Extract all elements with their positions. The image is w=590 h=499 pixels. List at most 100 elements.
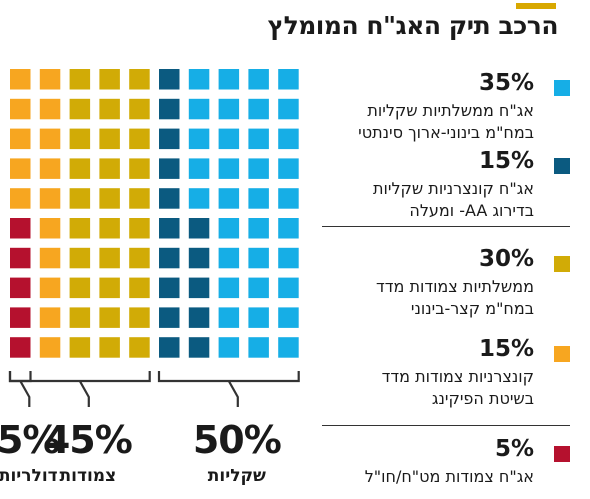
waffle-cell xyxy=(159,158,180,179)
waffle-cell xyxy=(248,188,269,209)
waffle-cell xyxy=(218,218,240,239)
waffle-cell xyxy=(278,247,299,269)
waffle-cell xyxy=(159,247,180,269)
legend-swatch xyxy=(554,158,570,174)
waffle-cell xyxy=(99,98,120,120)
waffle-cell xyxy=(129,307,150,328)
waffle-cell xyxy=(99,247,120,269)
waffle-cell xyxy=(218,307,240,328)
waffle-cell xyxy=(10,188,31,209)
waffle-cell xyxy=(39,98,61,120)
legend-swatch xyxy=(554,80,570,96)
waffle-cell xyxy=(218,128,240,150)
waffle-cell xyxy=(99,128,120,150)
waffle-cell xyxy=(69,188,91,209)
waffle-cell xyxy=(278,337,299,358)
waffle-cell xyxy=(248,158,269,179)
waffle-cell xyxy=(39,218,61,239)
legend-description: אג"ח קונצרניות שקליות בדירוג AA- ומעלה xyxy=(373,178,534,222)
waffle-cell xyxy=(159,98,180,120)
waffle-cell xyxy=(99,158,120,179)
waffle-cell xyxy=(39,277,61,299)
waffle-cell xyxy=(10,128,31,150)
waffle-cell xyxy=(69,218,91,239)
legend-percent: 35% xyxy=(478,70,534,96)
legend-percent: 15% xyxy=(478,148,534,174)
legend-description-line: אג"ח ממשלתיות שקליות xyxy=(367,101,534,120)
waffle-cell xyxy=(188,128,210,150)
legend-description: אג"ח צמודות מט"ח/חו"ל xyxy=(365,466,534,488)
waffle-cell xyxy=(99,337,120,358)
legend-description-line: ממשלתיות צמודות מדד xyxy=(376,277,534,296)
waffle-cell xyxy=(129,247,150,269)
waffle-cell xyxy=(10,158,31,179)
waffle-cell xyxy=(159,337,180,358)
waffle-cell xyxy=(278,69,299,90)
waffle-cell xyxy=(69,277,91,299)
legend-divider xyxy=(322,425,570,426)
waffle-cell xyxy=(10,98,31,120)
waffle-cell xyxy=(188,247,210,269)
waffle-cell xyxy=(129,158,150,179)
waffle-cell xyxy=(248,277,269,299)
legend-description-line: במח"מ בינוני-ארוך סינתטי xyxy=(358,123,534,142)
waffle-cell xyxy=(10,218,31,239)
group-percent: 50% xyxy=(192,418,282,462)
waffle-cell xyxy=(10,69,31,90)
waffle-cell xyxy=(39,158,61,179)
group-bracket xyxy=(157,371,300,407)
waffle-cell xyxy=(129,98,150,120)
waffle-cell xyxy=(129,69,150,90)
waffle-cell xyxy=(129,128,150,150)
waffle-chart xyxy=(8,69,300,407)
legend-description-line: קונצרניות צמודות מדד xyxy=(381,367,534,386)
waffle-cell xyxy=(278,158,299,179)
waffle-cell xyxy=(39,128,61,150)
waffle-cell xyxy=(99,307,120,328)
legend-swatch xyxy=(554,446,570,462)
waffle-cell xyxy=(278,128,299,150)
waffle-cell xyxy=(278,188,299,209)
legend-description-line: אג"ח צמודות מט"ח/חו"ל xyxy=(364,467,534,486)
waffle-cell xyxy=(129,218,150,239)
waffle-cell xyxy=(159,188,180,209)
waffle-cell xyxy=(69,247,91,269)
legend-percent: 5% xyxy=(494,436,534,462)
legend-description-line: בשיטת הפיקינג xyxy=(431,389,534,408)
waffle-cell xyxy=(10,247,31,269)
waffle-cell xyxy=(188,277,210,299)
waffle-cell xyxy=(188,69,210,90)
waffle-cell xyxy=(248,98,269,120)
legend-description: אג"ח ממשלתיות שקליות במח"מ בינוני-ארוך סי… xyxy=(358,100,534,144)
waffle-cell xyxy=(10,307,31,328)
waffle-cell xyxy=(218,188,240,209)
waffle-cell xyxy=(129,277,150,299)
legend-description: ממשלתיות צמודות מדד במח"מ קצר-בינוני xyxy=(376,276,534,320)
waffle-cell xyxy=(248,218,269,239)
waffle-cell xyxy=(69,128,91,150)
waffle-cell xyxy=(218,277,240,299)
title-accent-bar xyxy=(516,3,556,9)
legend-swatch xyxy=(554,256,570,272)
legend-divider xyxy=(322,226,570,227)
waffle-cell xyxy=(39,69,61,90)
waffle-cell xyxy=(159,218,180,239)
waffle-cell xyxy=(159,69,180,90)
legend-description-line: במח"מ קצר-בינוני xyxy=(410,299,534,318)
chart-title: הרכב תיק האג"ח המומלץ xyxy=(267,11,559,40)
waffle-cell xyxy=(248,307,269,328)
waffle-cell xyxy=(10,337,31,358)
waffle-cell xyxy=(188,158,210,179)
waffle-cell xyxy=(188,188,210,209)
waffle-cell xyxy=(278,218,299,239)
waffle-cell xyxy=(39,247,61,269)
group-percent: 45% xyxy=(43,418,133,462)
waffle-cell xyxy=(188,98,210,120)
waffle-cell xyxy=(278,277,299,299)
waffle-cell xyxy=(129,337,150,358)
waffle-cell xyxy=(188,218,210,239)
legend-percent: 15% xyxy=(478,336,534,362)
waffle-cell xyxy=(248,128,269,150)
group-bracket xyxy=(8,371,32,407)
waffle-cell xyxy=(39,188,61,209)
